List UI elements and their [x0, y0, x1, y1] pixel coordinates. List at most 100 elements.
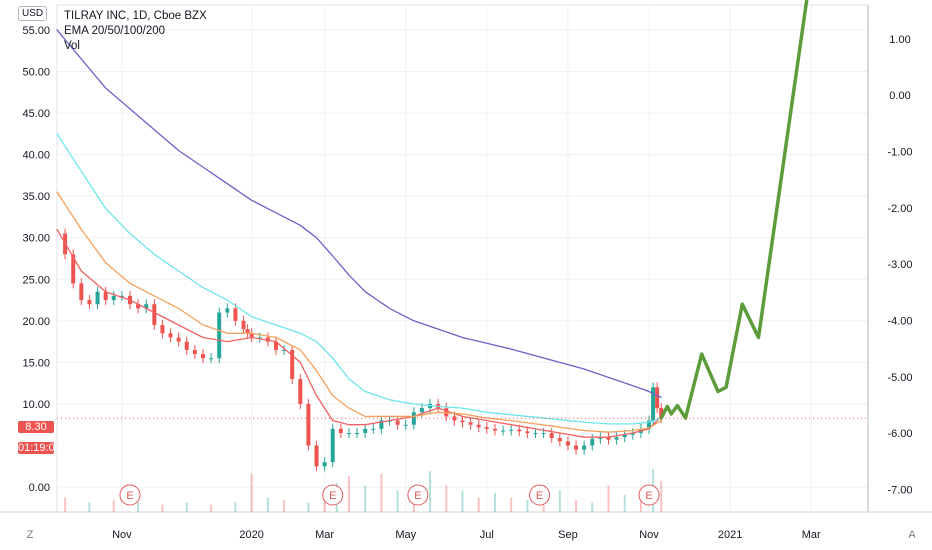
- price-candle: [501, 430, 506, 432]
- price-candle: [371, 428, 376, 430]
- price-candle: [298, 379, 303, 404]
- volume-indicator-label[interactable]: Vol: [64, 40, 80, 52]
- left-tick-label: 20.00: [22, 316, 50, 328]
- left-tick-label: 50.00: [22, 66, 50, 78]
- price-candle: [614, 437, 619, 440]
- price-candle: [346, 433, 351, 435]
- price-candle: [119, 295, 124, 297]
- price-candle: [136, 304, 141, 309]
- volume-bar: [445, 485, 448, 512]
- price-candle: [160, 324, 165, 334]
- price-candle: [492, 428, 497, 431]
- right-tick-label: -4.00: [887, 315, 912, 327]
- volume-bar: [623, 495, 626, 512]
- currency-button[interactable]: USD: [18, 6, 48, 21]
- auto-scale-button[interactable]: A: [908, 529, 916, 541]
- price-candle: [273, 341, 278, 350]
- price-candle: [379, 420, 384, 429]
- volume-bar: [364, 485, 367, 512]
- x-tick-label: Nov: [112, 529, 132, 541]
- price-candle: [306, 403, 311, 446]
- ema-indicator-label[interactable]: EMA 20/50/100/200: [64, 25, 166, 37]
- price-candle: [103, 291, 108, 301]
- price-candle: [574, 445, 579, 450]
- price-candle: [87, 300, 92, 305]
- price-candle: [582, 445, 587, 450]
- chart-legend: TILRAY INC, 1D, Cboe BZX EMA 20/50/100/2…: [64, 9, 207, 54]
- price-candle: [322, 462, 327, 467]
- volume-bar: [510, 497, 513, 512]
- volume-bar: [461, 490, 464, 512]
- price-candle: [241, 320, 246, 330]
- price-candle: [606, 437, 611, 440]
- volume-bar: [380, 473, 383, 512]
- earnings-marker: [322, 484, 344, 506]
- price-candle: [290, 349, 295, 380]
- left-tick-label: 45.00: [22, 108, 50, 120]
- projection-line: [659, 0, 809, 420]
- left-tick-label: 0.00: [29, 482, 50, 494]
- ema-200-line: [56, 29, 662, 398]
- volume-bar: [542, 497, 545, 512]
- price-candle: [233, 308, 238, 321]
- price-candle: [452, 416, 457, 421]
- right-tick-label: 0.00: [889, 90, 910, 102]
- price-candle: [314, 445, 319, 467]
- price-candle: [111, 295, 116, 301]
- volume-bar: [88, 502, 91, 512]
- price-candle: [338, 428, 343, 434]
- price-candle: [622, 434, 627, 438]
- volume-bar: [429, 471, 432, 512]
- earnings-marker-label: E: [329, 490, 336, 502]
- price-candle: [468, 422, 473, 425]
- earnings-marker: [119, 484, 141, 506]
- volume-bar: [493, 492, 496, 512]
- price-candle: [217, 312, 222, 359]
- price-candle: [549, 433, 554, 439]
- price-candle: [176, 337, 181, 342]
- x-tick-label: 2020: [239, 529, 263, 541]
- price-candle: [533, 433, 538, 435]
- left-tick-label: 40.00: [22, 150, 50, 162]
- grid: [57, 5, 868, 512]
- price-candle: [630, 433, 635, 435]
- zoom-button[interactable]: Z: [26, 529, 34, 541]
- left-tick-label: 35.00: [22, 191, 50, 203]
- x-tick-label: Jul: [480, 529, 494, 541]
- countdown-tag: 01:19:06: [18, 442, 61, 454]
- price-candle: [659, 408, 664, 419]
- price-candle: [476, 424, 481, 428]
- price-candle: [152, 304, 157, 325]
- x-tick-label: 2021: [718, 529, 742, 541]
- volume-bar: [161, 504, 164, 512]
- volume-bar: [234, 502, 237, 512]
- volume-bar: [210, 504, 213, 512]
- volume-bar: [137, 502, 140, 512]
- earnings-marker-label: E: [126, 490, 133, 502]
- volume-bar: [307, 502, 310, 512]
- x-tick-label: Mar: [802, 529, 821, 541]
- right-tick-label: 1.00: [889, 34, 910, 46]
- symbol-title[interactable]: TILRAY INC, 1D, Cboe BZX: [64, 10, 207, 22]
- price-candle: [265, 337, 270, 342]
- price-candle: [184, 341, 189, 350]
- price-candle: [460, 420, 465, 423]
- price-candle: [590, 438, 595, 446]
- volume-bar: [558, 490, 561, 512]
- x-tick-label: Nov: [639, 529, 659, 541]
- price-candle: [525, 431, 530, 434]
- volume-bar: [266, 497, 269, 512]
- left-tick-label: 15.00: [22, 357, 50, 369]
- price-candle: [192, 349, 197, 355]
- ema-100-line: [56, 133, 662, 425]
- earnings-marker-label: E: [414, 490, 421, 502]
- price-candle: [282, 349, 287, 351]
- x-tick-label: May: [395, 529, 416, 541]
- right-tick-label: -1.00: [887, 146, 912, 158]
- price-candle: [363, 428, 368, 434]
- right-tick-label: -3.00: [887, 259, 912, 271]
- price-candle: [598, 437, 603, 439]
- earnings-marker: [407, 484, 429, 506]
- volume-bar: [323, 500, 326, 512]
